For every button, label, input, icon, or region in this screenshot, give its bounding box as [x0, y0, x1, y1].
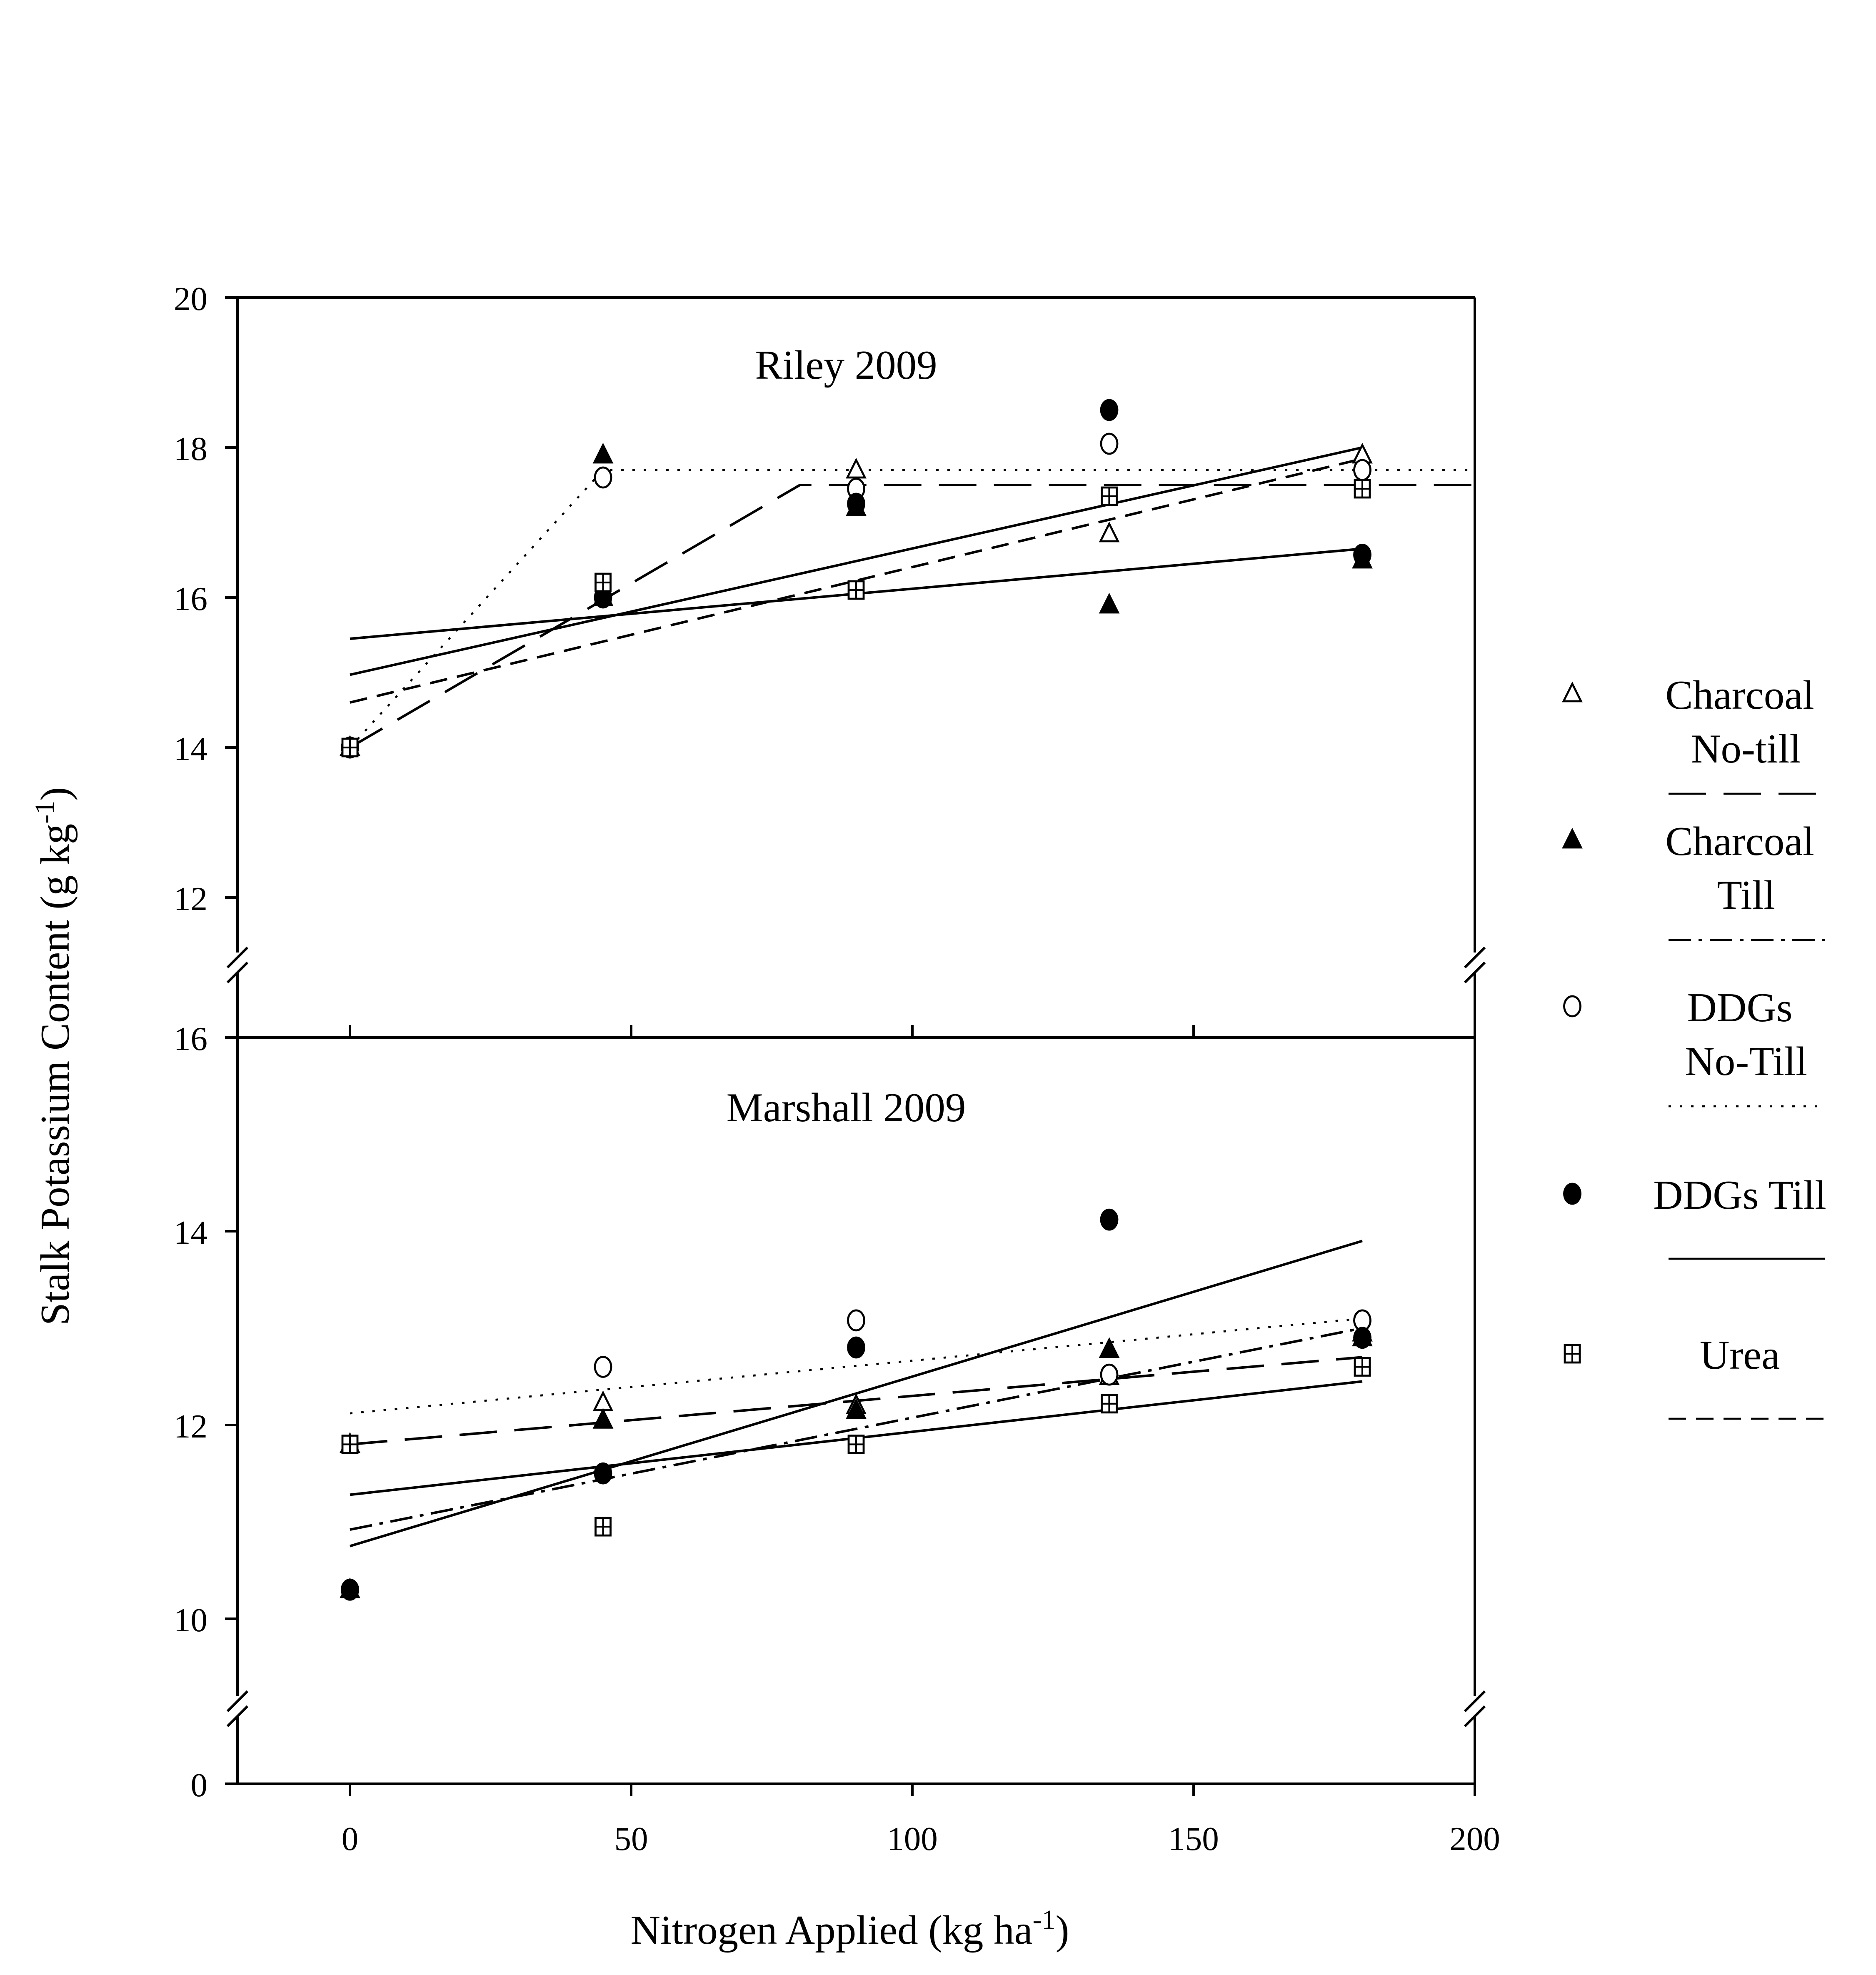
y-tick-label: 12	[174, 1408, 207, 1445]
fit-line-ddgs-no-till	[349, 469, 1475, 748]
axis-break-mark	[1464, 1690, 1486, 1712]
legend-label: Charcoal	[1665, 819, 1814, 864]
data-point-charcoal-till	[1099, 1337, 1120, 1358]
data-point-ddgs-till	[1353, 543, 1371, 566]
fit-lines	[349, 446, 1475, 1548]
legend-label: No-till	[1691, 726, 1801, 772]
x-tick-label: 0	[342, 1820, 359, 1858]
axis-break-mark	[1464, 961, 1486, 984]
data-point-ddgs-no-till	[594, 466, 612, 489]
y-tick-label: 12	[174, 880, 207, 918]
axis-break-mark	[226, 1690, 249, 1712]
data-point-ddgs-no-till	[1353, 459, 1371, 481]
data-point-urea	[1354, 479, 1371, 499]
fit-line-ddgs-till	[350, 446, 1363, 676]
axis-break-mark	[1464, 946, 1486, 969]
data-point-ddgs-till	[1100, 1208, 1119, 1231]
data-point-urea	[1101, 486, 1118, 506]
legend-marker-ddgs-till	[1563, 1182, 1581, 1205]
data-point-urea	[847, 1435, 865, 1454]
axis-break-mark	[226, 1705, 249, 1728]
axes-frame: 12 14 16 18 20 10 12 14 16 0 0 50 100 150 200	[174, 280, 1500, 1858]
legend-marker-urea	[1564, 1344, 1581, 1364]
data-point-ddgs-till	[847, 492, 865, 515]
legend-marker-charcoal-no-till	[1562, 681, 1583, 702]
data-point-ddgs-no-till	[1100, 1363, 1119, 1386]
legend: Charcoal No-till Charcoal Till DDGs No-Till DD…	[1562, 672, 1826, 1420]
y-tick-label: 10	[174, 1601, 207, 1639]
legend-label: Till	[1717, 872, 1775, 918]
data-point-urea	[595, 1517, 612, 1537]
y-tick-label: 14	[174, 730, 207, 768]
fit-line-ddgs-no-till	[350, 1317, 1363, 1415]
data-point-charcoal-till	[592, 442, 614, 464]
x-tick-label: 200	[1449, 1820, 1500, 1858]
data-point-ddgs-no-till	[1100, 432, 1119, 455]
data-point-urea	[595, 572, 612, 592]
fit-line-charcoal-no-till	[349, 484, 1475, 749]
y-axis-label: Stalk Potassium Content (g kg-1)	[30, 787, 78, 1326]
y-tick-label: 14	[174, 1214, 207, 1251]
y-tick-label: 16	[174, 580, 207, 618]
legend-marker-ddgs-no-till	[1563, 995, 1581, 1018]
data-point-charcoal-till	[592, 1408, 614, 1429]
x-tick-label: 100	[887, 1820, 938, 1858]
legend-label: Charcoal	[1665, 672, 1814, 718]
axis-break-mark	[226, 946, 249, 969]
data-point-urea	[341, 738, 359, 758]
data-point-ddgs-till	[1100, 399, 1119, 421]
data-point-ddgs-no-till	[847, 1309, 865, 1332]
panel-title-riley: Riley 2009	[755, 342, 937, 388]
fit-line-charcoal-till	[350, 1327, 1363, 1531]
x-axis-label: Nitrogen Applied (kg ha-1)	[630, 1905, 1069, 1953]
data-point-charcoal-till	[846, 1398, 867, 1419]
data-point-ddgs-no-till	[594, 1356, 612, 1378]
axis-break-mark	[1464, 1705, 1486, 1728]
data-points	[340, 399, 1373, 1601]
data-point-ddgs-till	[341, 1578, 359, 1601]
data-point-charcoal-no-till	[592, 1390, 614, 1411]
panel-title-marshall: Marshall 2009	[727, 1085, 966, 1130]
data-point-charcoal-no-till	[846, 458, 867, 479]
y-tick-label: 16	[174, 1020, 207, 1058]
data-point-ddgs-till	[594, 1462, 612, 1485]
x-tick-label: 50	[615, 1820, 648, 1858]
data-point-ddgs-till	[1353, 1327, 1371, 1349]
fit-line-urea	[350, 458, 1363, 704]
legend-marker-charcoal-till	[1562, 828, 1583, 849]
legend-label: Urea	[1700, 1332, 1780, 1378]
data-point-charcoal-no-till	[1099, 521, 1120, 542]
data-point-ddgs-till	[847, 1336, 865, 1359]
data-point-urea	[341, 1435, 359, 1454]
data-point-urea	[847, 580, 865, 600]
data-point-urea	[1354, 1357, 1371, 1377]
legend-label: DDGs Till	[1653, 1172, 1826, 1218]
y-tick-label: 0	[191, 1766, 208, 1804]
axis-break-mark	[226, 961, 249, 984]
y-tick-label: 20	[174, 280, 207, 318]
legend-label: No-Till	[1685, 1039, 1807, 1084]
data-point-charcoal-till	[1099, 592, 1120, 614]
y-tick-label: 18	[174, 430, 207, 468]
x-tick-label: 150	[1168, 1820, 1219, 1858]
legend-label: DDGs	[1687, 985, 1792, 1030]
data-point-urea	[1101, 1394, 1118, 1414]
